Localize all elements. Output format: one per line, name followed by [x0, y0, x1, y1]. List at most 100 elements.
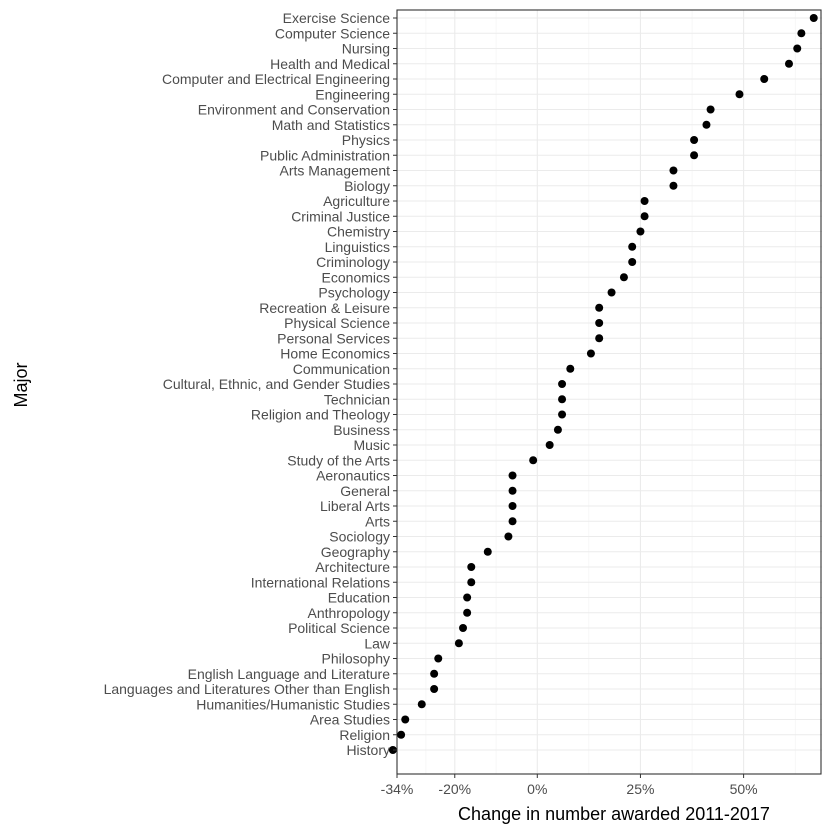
data-point: [401, 715, 410, 724]
y-tick-label: Religion: [339, 727, 390, 743]
x-tick-label: 25%: [626, 781, 654, 797]
data-point: [467, 578, 476, 587]
data-point: [434, 654, 443, 663]
data-point: [809, 14, 818, 22]
y-tick-label: Linguistics: [325, 239, 390, 255]
data-point: [430, 685, 439, 693]
y-tick-label: English Language and Literature: [188, 666, 391, 682]
x-axis-title: Change in number awarded 2011-2017: [458, 804, 770, 824]
x-tick-label: -34%: [381, 781, 414, 797]
y-tick-label: Environment and Conservation: [198, 102, 390, 118]
y-tick-label: Anthropology: [307, 605, 390, 621]
y-tick-label: Political Science: [288, 620, 390, 636]
y-tick-label: Criminal Justice: [291, 208, 390, 224]
data-point: [636, 227, 645, 236]
data-point: [388, 746, 397, 754]
data-point: [702, 120, 711, 129]
x-tick-label: -20%: [438, 781, 471, 797]
data-point: [454, 639, 463, 648]
y-tick-label: Chemistry: [327, 224, 390, 240]
data-points: [388, 14, 818, 754]
y-tick-label: Area Studies: [310, 712, 390, 728]
y-tick-label: Biology: [344, 178, 390, 194]
x-tick-label: 50%: [730, 781, 758, 797]
data-point: [558, 410, 567, 419]
data-point: [760, 75, 769, 83]
data-point: [640, 212, 649, 221]
data-point: [690, 151, 699, 160]
y-tick-label: Languages and Literatures Other than Eng…: [104, 681, 390, 697]
y-tick-label: History: [346, 742, 390, 758]
data-point: [397, 730, 406, 739]
y-tick-label: Exercise Science: [283, 10, 391, 26]
y-tick-label: Psychology: [318, 285, 390, 301]
panel-border: [396, 9, 822, 775]
y-tick-label: Physical Science: [284, 315, 390, 331]
data-point: [735, 90, 744, 99]
y-tick-label: Public Administration: [260, 147, 390, 163]
y-tick-label: Agriculture: [323, 193, 390, 209]
data-point: [417, 700, 426, 709]
data-point: [508, 517, 517, 526]
y-tick-label: Aeronautics: [316, 468, 390, 484]
y-tick-label: Math and Statistics: [272, 117, 390, 133]
data-point: [566, 364, 575, 373]
y-tick-label: Engineering: [315, 86, 390, 102]
data-point: [628, 258, 637, 266]
data-point: [595, 319, 604, 327]
data-point: [504, 532, 513, 541]
data-point: [690, 136, 699, 144]
y-tick-label: International Relations: [251, 574, 390, 590]
y-tick-label: Study of the Arts: [287, 452, 390, 468]
y-tick-label: Nursing: [342, 41, 390, 57]
x-tick-labels: -34% -20% 0% 25% 50%: [381, 774, 758, 797]
y-tick-label: Physics: [342, 132, 390, 148]
y-tick-label: Computer and Electrical Engineering: [162, 71, 390, 87]
y-tick-label: Law: [364, 635, 391, 651]
data-point: [508, 502, 517, 510]
data-point: [558, 380, 567, 388]
plot-panel: [396, 9, 822, 775]
data-point: [784, 59, 793, 68]
y-tick-label: Home Economics: [280, 346, 390, 362]
data-point: [508, 471, 517, 480]
data-point: [558, 395, 567, 404]
y-tick-label: Business: [333, 422, 390, 438]
data-point: [529, 456, 538, 465]
y-tick-label: Cultural, Ethnic, and Gender Studies: [163, 376, 390, 392]
data-point: [430, 669, 439, 678]
y-tick-label: Liberal Arts: [320, 498, 390, 514]
x-tick-label: 0%: [527, 781, 547, 797]
data-point: [607, 288, 616, 297]
data-point: [595, 303, 604, 312]
y-tick-label: Recreation & Leisure: [259, 300, 390, 316]
data-point: [628, 242, 637, 251]
y-tick-label: Sociology: [329, 529, 390, 545]
y-tick-label: Computer Science: [275, 25, 390, 41]
data-point: [545, 441, 554, 449]
data-point: [706, 105, 715, 114]
y-tick-label: Geography: [321, 544, 390, 560]
y-tick-label: Communication: [293, 361, 390, 377]
y-tick-label: Arts Management: [280, 163, 391, 179]
data-point: [483, 547, 492, 556]
y-tick-label: Architecture: [315, 559, 390, 575]
y-tick-label: Philosophy: [322, 651, 391, 667]
data-point: [459, 624, 468, 632]
data-point: [586, 349, 595, 358]
y-tick-label: Personal Services: [277, 330, 390, 346]
y-tick-label: Arts: [365, 513, 390, 529]
data-point: [463, 608, 472, 617]
y-tick-label: Economics: [322, 269, 390, 285]
y-tick-label: Health and Medical: [270, 56, 390, 72]
data-point: [619, 273, 628, 282]
data-point: [553, 425, 562, 434]
y-tick-label: Technician: [324, 391, 390, 407]
y-tick-label: Education: [328, 590, 390, 606]
data-point: [508, 486, 517, 495]
y-tick-label: Criminology: [316, 254, 390, 270]
data-point: [595, 334, 604, 343]
y-axis-title: Major: [11, 362, 31, 407]
